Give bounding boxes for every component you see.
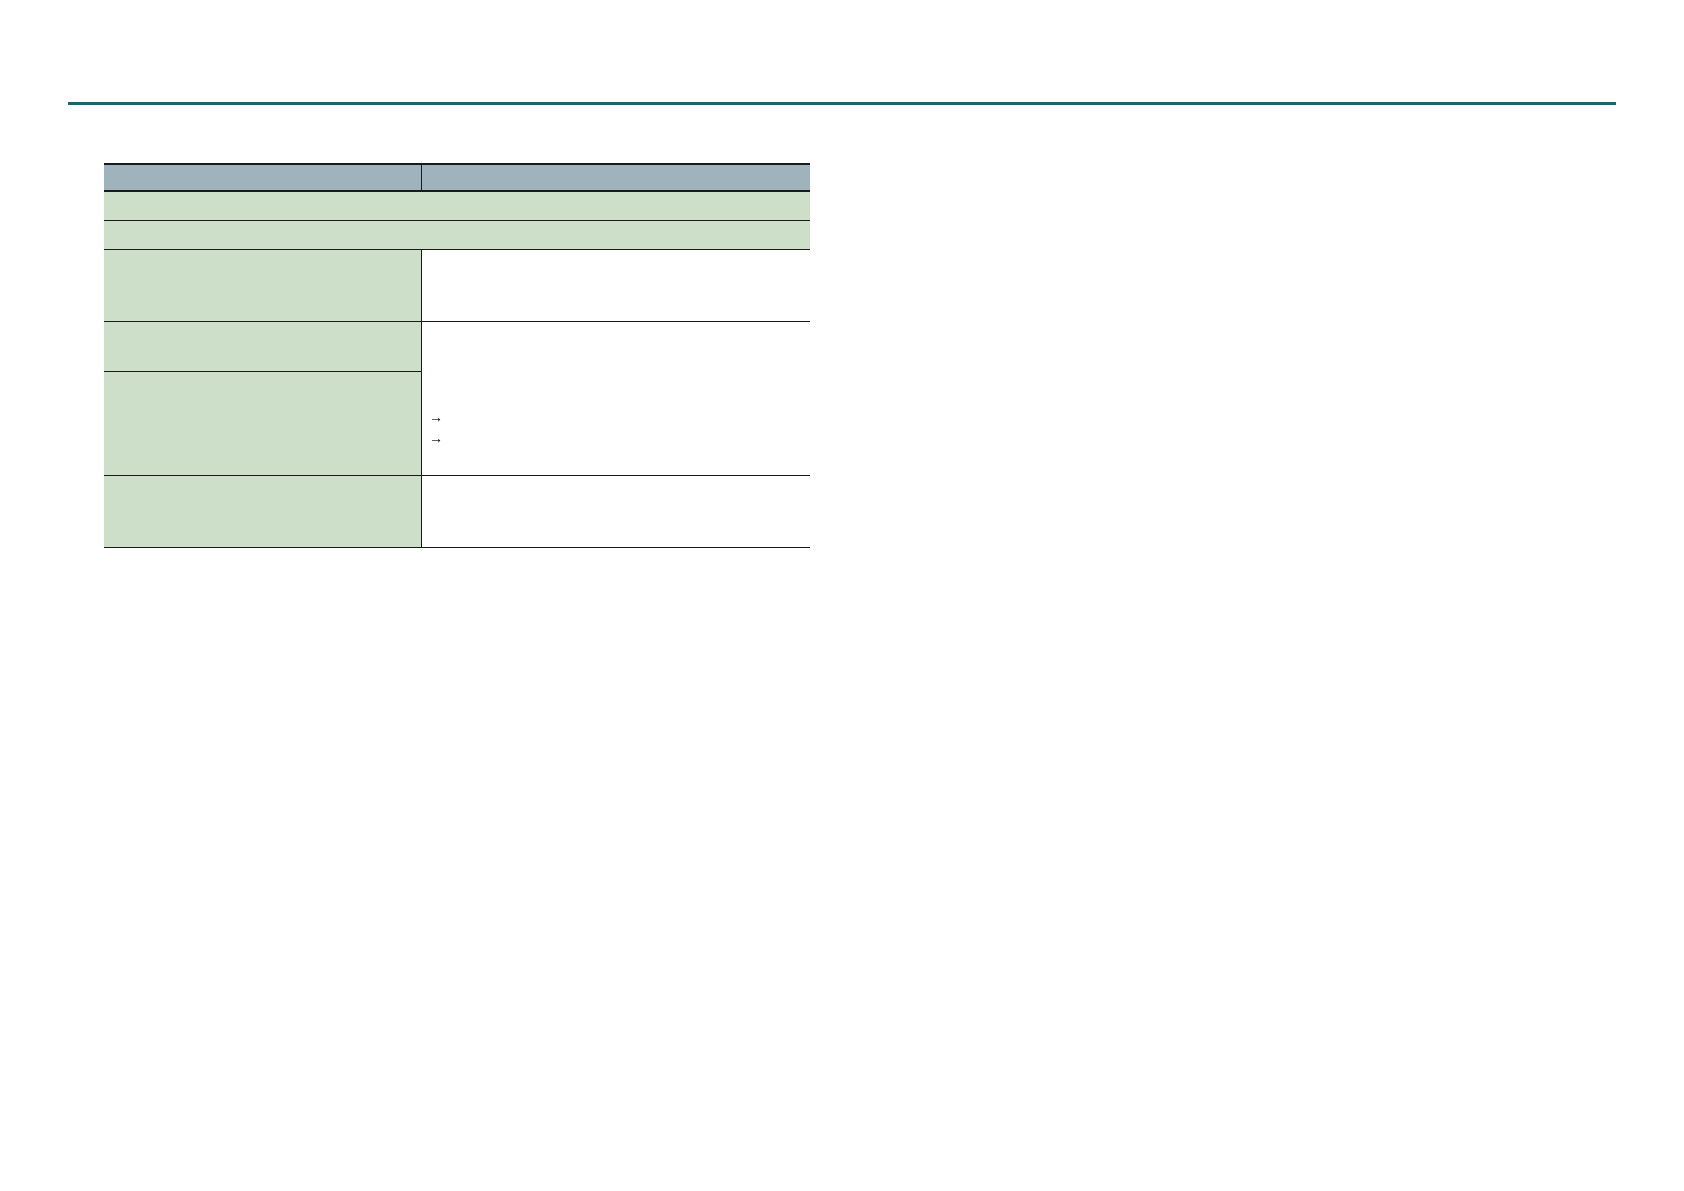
arrow-right-icon: →	[429, 430, 443, 446]
table-header-cell	[421, 163, 810, 191]
table-header-cell	[104, 163, 421, 191]
table-border	[104, 220, 810, 221]
table-row-value	[421, 475, 810, 547]
table-border	[104, 190, 810, 192]
table-row-value	[421, 249, 810, 321]
table-border	[104, 249, 810, 250]
table-row-label	[104, 475, 421, 547]
table-border	[421, 163, 422, 191]
arrow-right-icon: →	[429, 409, 443, 425]
table-row-label	[104, 321, 421, 371]
table-border	[104, 321, 810, 322]
table-border	[104, 371, 421, 372]
table-row-label	[104, 249, 421, 321]
table-span-row	[104, 220, 810, 249]
table-border	[104, 475, 810, 476]
table-row-label	[104, 371, 421, 475]
table-border	[104, 547, 810, 548]
table-border	[421, 249, 422, 547]
table-row-value	[421, 321, 810, 475]
table-border	[104, 163, 810, 165]
header-rule	[68, 102, 1616, 105]
table-span-row	[104, 191, 810, 220]
